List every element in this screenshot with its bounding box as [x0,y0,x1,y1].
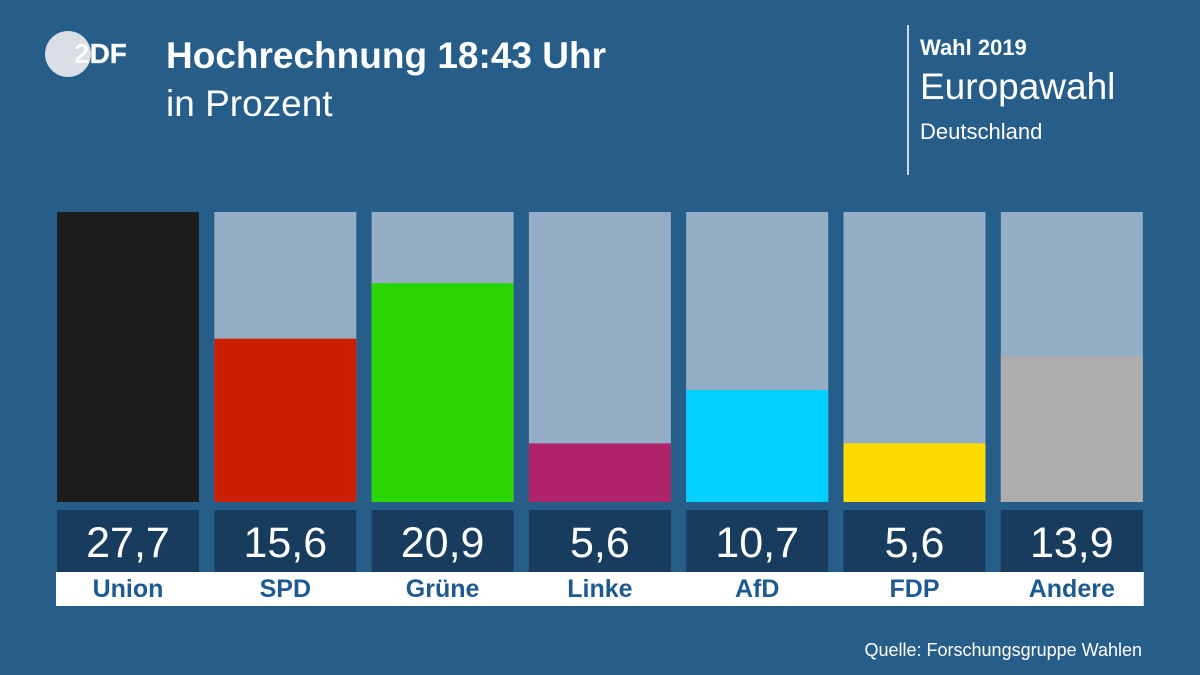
header: Hochrechnung 18:43 Uhr in Prozent [166,34,606,126]
chart-title: Hochrechnung 18:43 Uhr [166,35,606,76]
zdf-logo-text: 2DF [74,38,126,69]
value-label-1: 15,6 [243,519,327,567]
value-label-2: 20,9 [401,519,485,567]
bar-fdp [843,443,986,502]
bar-spd [214,338,357,502]
header-divider [907,25,909,175]
bar-afd [686,389,829,502]
bar-andere [1000,356,1143,502]
category-box-0 [56,572,216,606]
category-label-6: Andere [1029,575,1115,603]
value-label-5: 5,6 [885,519,945,567]
category-box-2 [370,572,530,606]
value-label-4: 10,7 [715,519,799,567]
election-info: Wahl 2019 Europawahl Deutschland [920,34,1115,146]
category-label-5: FDP [890,575,940,603]
category-label-1: SPD [260,575,311,603]
value-label-6: 13,9 [1030,519,1114,567]
category-box-4 [685,572,845,606]
zdf-logo: 2DF [45,31,126,77]
chart-subtitle: in Prozent [166,83,333,124]
category-label-4: AfD [735,575,779,603]
election-name: Europawahl [920,66,1116,107]
value-label-0: 27,7 [86,519,170,567]
value-box-4 [686,510,829,572]
category-label-3: Linke [567,575,632,603]
value-box-0 [57,510,199,572]
value-box-5 [843,510,986,572]
category-box-5 [842,572,1002,606]
value-box-3 [528,510,671,572]
bar-union [57,212,199,502]
category-box-6 [999,572,1144,606]
value-box-1 [214,510,357,572]
value-box-6 [1000,510,1143,572]
value-box-2 [371,510,514,572]
bar-grüne [371,283,514,502]
bar-linke [528,443,671,502]
value-label-3: 5,6 [570,519,630,567]
category-label-0: Union [93,575,164,603]
category-box-1 [213,572,373,606]
category-box-3 [527,572,688,606]
election-year: Wahl 2019 [920,35,1027,60]
election-country: Deutschland [920,119,1043,144]
category-label-2: Grüne [406,575,480,603]
source-note: Quelle: Forschungsgruppe Wahlen [864,640,1143,660]
